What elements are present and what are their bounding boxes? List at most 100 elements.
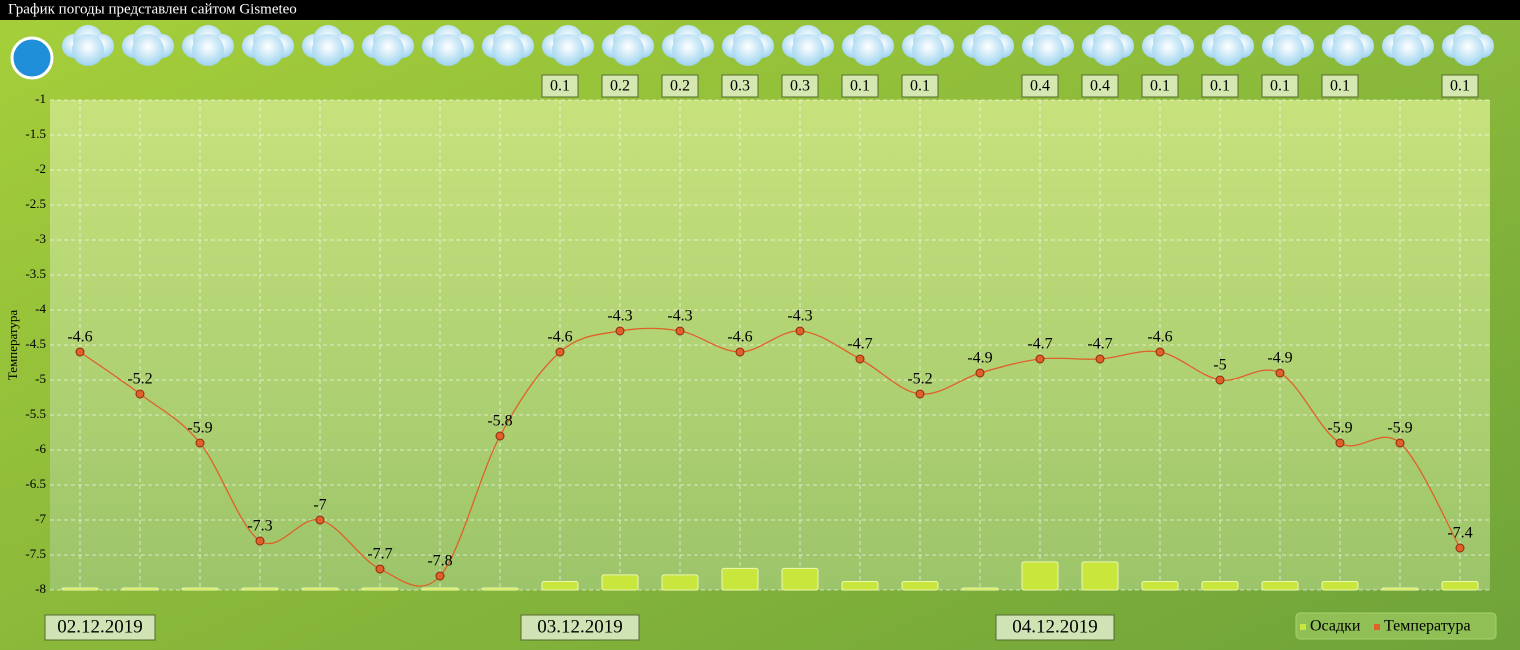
weather-icon: [962, 25, 1014, 66]
y-tick-label: -6.5: [25, 476, 46, 491]
precip-label: 0.1: [1150, 78, 1170, 95]
temperature-point: [435, 571, 445, 581]
weather-icon: [62, 25, 114, 66]
temperature-point: [315, 515, 325, 525]
chart-title: График погоды представлен сайтом Gismete…: [8, 1, 297, 17]
precip-label-box: [661, 74, 699, 98]
legend-swatch: [1300, 624, 1306, 630]
precip-label-box: [721, 74, 759, 98]
weather-icon: [182, 25, 234, 66]
precip-bar: [961, 587, 999, 591]
precip-bar: [841, 580, 879, 591]
temperature-label: -5.9: [1327, 420, 1352, 437]
temperature-point: [1215, 375, 1225, 385]
temperature-label: -4.6: [67, 329, 92, 346]
precip-label: 0.1: [850, 78, 870, 95]
temperature-label: -4.7: [1087, 336, 1112, 353]
temperature-label: -7.3: [247, 518, 272, 535]
temperature-point: [855, 354, 865, 364]
y-tick-label: -2.5: [25, 196, 46, 211]
precip-label-box: [1201, 74, 1239, 98]
y-tick-label: -7.5: [25, 546, 46, 561]
precip-label-box: [901, 74, 939, 98]
precip-label: 0.3: [730, 78, 750, 95]
y-tick-label: -1: [35, 91, 46, 106]
temperature-label: -5.9: [187, 420, 212, 437]
y-tick-label: -5.5: [25, 406, 46, 421]
temperature-point: [1455, 543, 1465, 553]
temperature-label: -4.3: [787, 308, 812, 325]
precip-bar: [1261, 580, 1299, 591]
precip-bar: [61, 587, 99, 591]
legend-swatch: [1374, 624, 1380, 630]
precip-bar: [1201, 580, 1239, 591]
date-label: 03.12.2019: [537, 616, 623, 637]
temperature-point: [615, 326, 625, 336]
title-bar: [0, 0, 1520, 20]
y-tick-label: -8: [35, 581, 46, 596]
temperature-point: [675, 326, 685, 336]
precip-label: 0.2: [610, 78, 630, 95]
temperature-label: -7.8: [427, 553, 452, 570]
temperature-point: [255, 536, 265, 546]
y-tick-label: -6: [35, 441, 46, 456]
precip-bar: [481, 587, 519, 591]
precip-bar: [1141, 580, 1179, 591]
y-tick-label: -2: [35, 161, 46, 176]
temperature-point: [1155, 347, 1165, 357]
weather-icon: [1022, 25, 1074, 66]
temperature-line: [79, 327, 1461, 587]
date-label: 02.12.2019: [57, 616, 143, 637]
precip-bar: [1381, 587, 1419, 591]
weather-icon: [1142, 25, 1194, 66]
temperature-label: -5.2: [127, 371, 152, 388]
temperature-label: -4.6: [1147, 329, 1172, 346]
precip-label: 0.1: [1210, 78, 1230, 95]
precip-label-box: [1141, 74, 1179, 98]
temperature-label: -7: [313, 497, 326, 514]
precip-bar: [541, 580, 579, 591]
precip-label: 0.4: [1090, 78, 1110, 95]
weather-icon: [242, 25, 294, 66]
precip-label: 0.1: [1270, 78, 1290, 95]
precip-label: 0.1: [550, 78, 570, 95]
temperature-label: -4.7: [847, 336, 872, 353]
weather-icon: [542, 25, 594, 66]
y-tick-label: -3.5: [25, 266, 46, 281]
temperature-point: [1395, 438, 1405, 448]
weather-icon: [1202, 25, 1254, 66]
temperature-point: [795, 326, 805, 336]
temperature-label: -5.2: [907, 371, 932, 388]
precip-bar: [781, 567, 819, 591]
weather-icon: [482, 25, 534, 66]
temperature-label: -4.3: [607, 308, 632, 325]
y-tick-label: -7: [35, 511, 46, 526]
temperature-point: [1275, 368, 1285, 378]
precip-bar: [421, 587, 459, 591]
weather-icon: [1322, 25, 1374, 66]
precip-bar: [601, 574, 639, 591]
weather-icon: [302, 25, 354, 66]
temperature-point: [975, 368, 985, 378]
weather-icon: [1382, 25, 1434, 66]
date-box: [520, 614, 640, 641]
precip-bar: [1021, 561, 1059, 591]
precip-label-box: [1261, 74, 1299, 98]
precip-bar: [301, 587, 339, 591]
precip-label: 0.2: [670, 78, 690, 95]
precip-label-box: [1441, 74, 1479, 98]
weather-icon: [602, 25, 654, 66]
y-tick-label: -5: [35, 371, 46, 386]
precip-label: 0.1: [910, 78, 930, 95]
temperature-point: [75, 347, 85, 357]
weather-icon: [1082, 25, 1134, 66]
temperature-label: -5.9: [1387, 420, 1412, 437]
weather-icon: [1442, 25, 1494, 66]
precip-bar: [661, 574, 699, 591]
precip-label: 0.4: [1030, 78, 1050, 95]
legend-label: Температура: [1384, 618, 1471, 635]
weather-icon: [1262, 25, 1314, 66]
temperature-point: [375, 564, 385, 574]
temperature-label: -5.8: [487, 413, 512, 430]
